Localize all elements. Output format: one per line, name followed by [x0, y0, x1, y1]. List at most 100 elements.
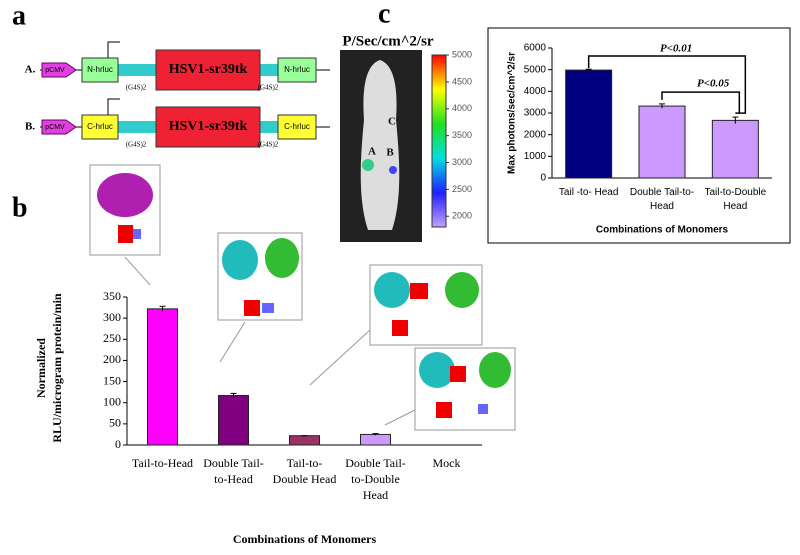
domain-label: HSV1-sr39tk: [169, 62, 248, 77]
linker-label: (G4S)2: [126, 84, 147, 92]
signal: [389, 166, 397, 174]
pointer: [219, 321, 246, 363]
region-label: B: [386, 147, 394, 159]
x-tick-label: Tail-to-Double Head: [704, 187, 767, 212]
domain: [277, 114, 317, 140]
construct-label: B.: [25, 121, 35, 133]
pointer: [124, 256, 151, 286]
monomer: [118, 225, 133, 243]
protein: [265, 238, 299, 278]
bar: [289, 435, 320, 446]
domain: [155, 106, 261, 148]
x-tick-label: Double Tail-to-Head: [203, 456, 264, 487]
protein: [479, 352, 511, 388]
domain-label: N-hrluc: [87, 65, 113, 74]
domain: [277, 57, 317, 83]
protein: [419, 352, 455, 388]
colorbar-tick-label: 3000: [452, 157, 472, 167]
domain-label: HSV1-sr39tk: [169, 119, 248, 134]
mouse: [360, 60, 400, 230]
domain-label: C-hrluc: [87, 122, 113, 131]
domain-label: N-hrluc: [284, 65, 310, 74]
monomer: [436, 402, 452, 418]
x-tick-label: Double Tail-to-Double Head: [345, 456, 406, 503]
bar: [638, 105, 686, 179]
domain: [81, 114, 119, 140]
significance-bracket: [587, 55, 747, 114]
promoter-label: pCMV: [45, 124, 65, 131]
protein: [222, 240, 258, 280]
promoter-arrow: [107, 98, 120, 117]
bar: [565, 69, 613, 179]
protein: [97, 173, 153, 217]
y-axis-label: Max photons/sec/cm^2/sr: [507, 52, 518, 174]
protein: [445, 272, 479, 308]
y-axis-label: Normalized: [34, 338, 48, 398]
promoter-arrow: [107, 41, 120, 60]
colorbar-tick-label: 2500: [452, 184, 472, 194]
y-tick-label: 4000: [524, 86, 547, 97]
monomer: [244, 300, 260, 316]
colorbar-tick-label: 2000: [452, 211, 472, 221]
domain: [155, 49, 261, 91]
y-tick-label: 200: [103, 352, 121, 366]
monomer: [392, 320, 408, 336]
annotation: P<0.01: [660, 43, 692, 55]
y-tick-label: 250: [103, 331, 121, 345]
y-tick-label: 50: [109, 416, 121, 430]
y-tick-label: 1000: [524, 151, 547, 162]
y-tick-label: 100: [103, 394, 121, 408]
monomer: [478, 404, 488, 414]
monomer: [133, 229, 141, 239]
y-tick-label: 3000: [524, 108, 547, 119]
monomer: [410, 283, 428, 299]
region-label: C: [388, 116, 396, 128]
panel-label: b: [12, 192, 28, 223]
colorbar-tick-label: 5000: [452, 49, 472, 59]
panel-label: c: [378, 0, 390, 29]
image-title: P/Sec/cm^2/sr: [342, 33, 434, 49]
significance-bracket: [661, 91, 741, 114]
y-tick-label: 5000: [524, 64, 547, 75]
protein-insets: [89, 164, 516, 431]
x-tick-label: Double Tail-to-Head: [629, 187, 695, 212]
monomer: [262, 303, 274, 313]
annotation: P<0.05: [697, 78, 730, 90]
bar: [711, 119, 759, 179]
pointer: [384, 409, 416, 426]
linker-label: (G4S)2: [258, 84, 279, 92]
x-axis-label: Combinations of Monomers: [596, 225, 729, 236]
promoter: [41, 119, 77, 135]
pointer: [309, 329, 371, 386]
y-tick-label: 6000: [524, 43, 547, 54]
y-tick-label: 350: [103, 289, 121, 303]
protein: [374, 272, 410, 308]
colorbar-tick-label: 3500: [452, 130, 472, 140]
region-label: A: [368, 146, 376, 158]
bar: [360, 433, 391, 446]
x-tick-label: Tail -to- Head: [558, 187, 619, 198]
chart-frame: [487, 27, 791, 244]
colorbar-tick-label: 4000: [452, 103, 472, 113]
x-tick-label: Tail-to-Double Head: [272, 456, 337, 487]
x-axis-label: Combinations of Monomers: [233, 532, 377, 546]
domain: [81, 57, 119, 83]
bar: [147, 308, 178, 446]
x-tick-label: Tail-to-Head: [131, 456, 194, 470]
y-tick-label: 300: [103, 310, 121, 324]
y-tick-label: 0: [540, 173, 546, 184]
y-tick-label: 0: [115, 437, 121, 451]
colorbar-tick-label: 4500: [452, 76, 472, 86]
colorbar: [431, 54, 447, 228]
y-axis-label: RLU/microgram protein/min: [50, 293, 64, 443]
bar: [218, 395, 249, 446]
promoter: [41, 62, 77, 78]
y-tick-label: 2000: [524, 129, 547, 140]
domain-label: C-hrluc: [284, 122, 310, 131]
construct-label: A.: [25, 64, 36, 76]
linker-label: (G4S)2: [126, 141, 147, 149]
y-tick-label: 150: [103, 373, 121, 387]
panel-label: a: [12, 0, 26, 31]
